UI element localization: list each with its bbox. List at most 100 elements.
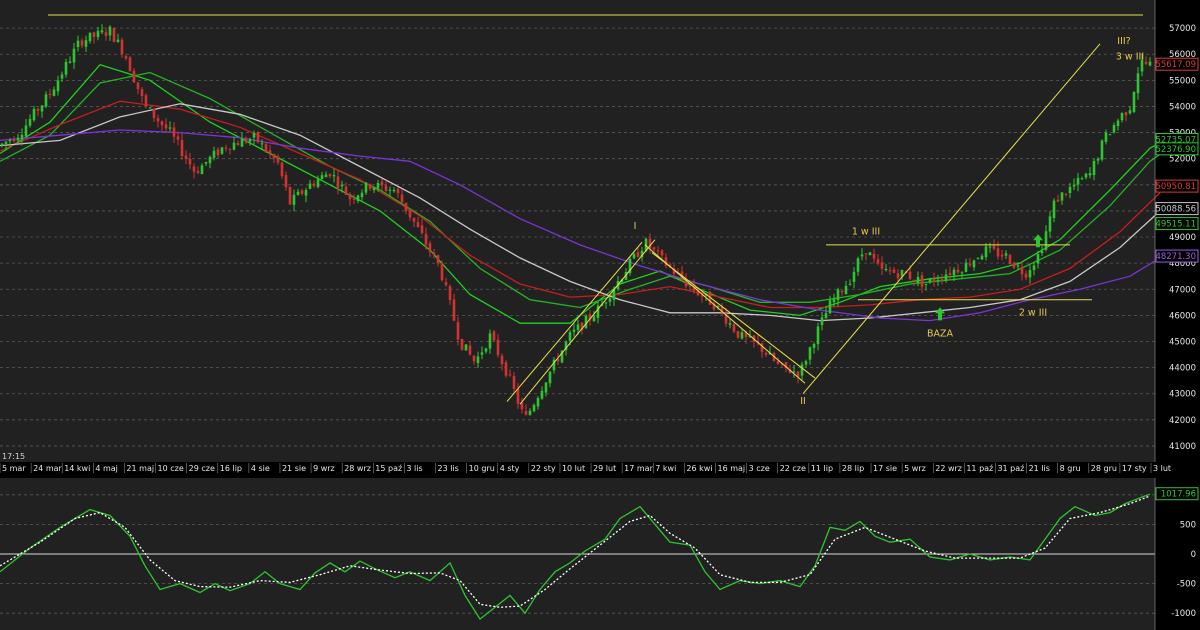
time-label: 17:15: [2, 452, 25, 461]
candle-body: [1016, 265, 1020, 267]
candle-body: [1040, 251, 1044, 254]
candle-body: [580, 322, 584, 331]
candle-body: [312, 183, 316, 186]
value-badge-label: 50088.56: [1155, 205, 1196, 215]
candle-body: [488, 333, 492, 349]
candle-body: [0, 143, 4, 146]
date-tick-label: 28 gru: [1091, 464, 1117, 473]
oscillator-line: [0, 493, 1151, 621]
price-tick-label: 52000: [1169, 155, 1196, 165]
candle-body: [712, 303, 716, 310]
candle-body: [988, 246, 992, 248]
candle-body: [36, 108, 40, 111]
candle-body: [204, 162, 208, 164]
candle-body: [740, 332, 744, 339]
candle-body: [432, 252, 436, 255]
candle-body: [948, 272, 952, 275]
candle-body: [884, 268, 888, 271]
price-tick-label: 45000: [1169, 337, 1196, 347]
candle-body: [28, 118, 32, 126]
candle-body: [96, 30, 100, 38]
candle-body: [84, 40, 88, 47]
candle-body: [500, 355, 504, 365]
candle-body: [276, 156, 280, 163]
candle-body: [784, 362, 788, 369]
candle-body: [104, 32, 108, 36]
value-badge-label: 48271.30: [1155, 252, 1196, 262]
candle-body: [828, 300, 832, 314]
candle-body: [976, 257, 980, 259]
candle-body: [1072, 184, 1076, 187]
candle-body: [80, 40, 84, 46]
moving-average-line: [0, 71, 1181, 309]
price-tick-label: 41000: [1169, 442, 1196, 452]
candle-body: [396, 188, 400, 193]
candle-body: [60, 74, 64, 79]
candle-body: [792, 371, 796, 373]
candle-body: [208, 156, 212, 164]
candle-body: [116, 39, 120, 42]
oscillator-panel: -1000-50005001000 1017.96: [0, 478, 1199, 630]
candle-body: [40, 105, 44, 112]
candle-body: [88, 32, 92, 42]
candle-body: [992, 245, 996, 249]
price-y-axis: 41000 42000 43000 44000 45000 46000 47000 48000…: [1154, 0, 1196, 462]
candle-body: [216, 149, 220, 156]
candle-body: [76, 40, 80, 48]
value-badge-label: 50950.81: [1155, 182, 1196, 192]
candle-body: [820, 317, 824, 326]
candle-body: [528, 410, 532, 415]
date-tick-label: 10 cze: [158, 464, 184, 473]
trendlines: [48, 14, 1143, 405]
candle-body: [804, 361, 808, 365]
candle-body: [796, 371, 800, 378]
candle-body: [808, 347, 812, 360]
candle-body: [260, 143, 264, 145]
candle-body: [544, 382, 548, 393]
value-badge: [1155, 57, 1199, 71]
candle-body: [876, 259, 880, 264]
candle-body: [604, 302, 608, 304]
candle-body: [832, 298, 836, 303]
candle-body: [856, 258, 860, 272]
candle-body: [560, 350, 564, 363]
candle-body: [68, 61, 72, 63]
candle-body: [448, 286, 452, 301]
candle-body: [880, 262, 884, 269]
candle-body: [928, 278, 932, 283]
candle-body: [836, 289, 840, 301]
value-badge-label: 52735.07: [1155, 135, 1196, 145]
candle-body: [336, 176, 340, 188]
candle-body: [672, 268, 676, 274]
candle-body: [872, 253, 876, 259]
date-tick-label: 14 kwi: [64, 464, 90, 473]
oscillator-line: [0, 495, 1151, 608]
candle-body: [108, 26, 112, 36]
price-tick-label: 57000: [1169, 24, 1196, 34]
candle-body: [180, 139, 184, 157]
candle-body: [388, 189, 392, 191]
candle-body: [52, 89, 56, 96]
candle-body: [840, 291, 844, 293]
candle-body: [964, 262, 968, 272]
candle-body: [372, 187, 376, 191]
candle-body: [1008, 254, 1012, 265]
candle-body: [1068, 187, 1072, 194]
date-tick-label: 7 kwi: [655, 464, 676, 473]
candle-body: [368, 184, 372, 189]
candle-body: [420, 225, 424, 234]
oscillator-tick-label: 500: [1180, 520, 1196, 530]
candle-body: [512, 375, 516, 389]
date-tick-label: 28 wrz: [344, 464, 371, 473]
value-badge-label: 52376.90: [1155, 145, 1196, 155]
candle-body: [436, 255, 440, 264]
candle-body: [788, 369, 792, 373]
date-tick-label: 4 sie: [251, 464, 270, 473]
candle-body: [440, 263, 444, 281]
candle-body: [536, 398, 540, 407]
candle-body: [572, 329, 576, 332]
candle-body: [760, 343, 764, 352]
candle-body: [812, 343, 816, 348]
